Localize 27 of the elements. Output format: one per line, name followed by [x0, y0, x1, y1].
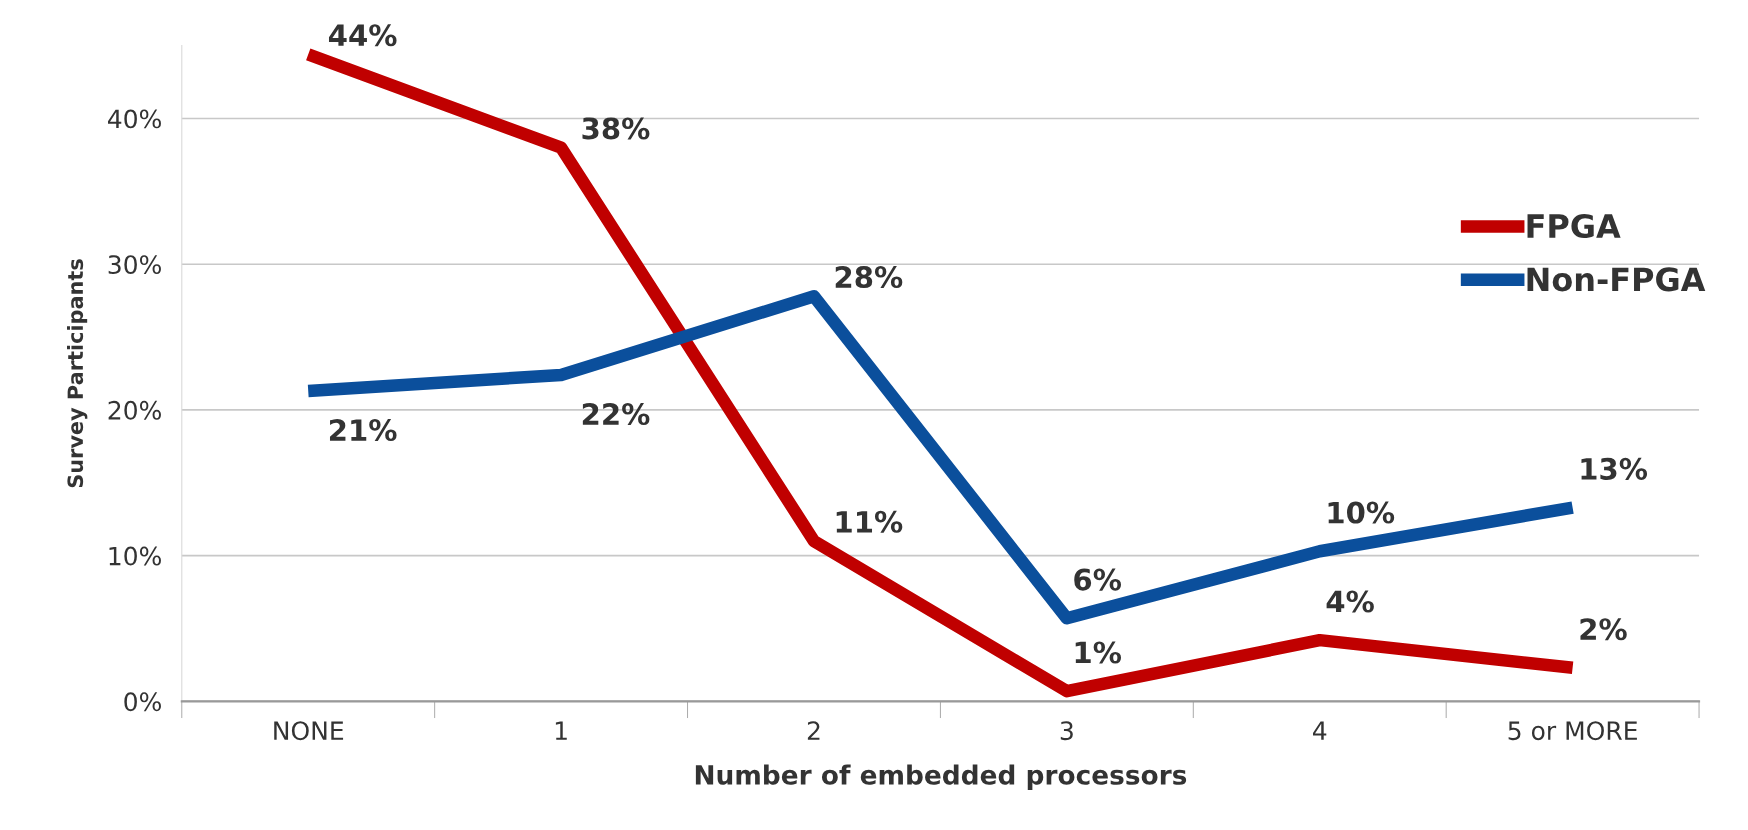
data-label: 4% — [1326, 590, 1374, 613]
y-tick-label: 10% — [109, 546, 161, 566]
data-label: 28% — [835, 266, 903, 289]
x-axis-title: Number of embedded processors — [695, 764, 1187, 790]
y-tick-label: 40% — [108, 109, 161, 129]
x-tick-label: 1 — [555, 721, 567, 740]
y-tick-label: 30% — [108, 255, 161, 275]
legend-label: FPGA — [1527, 213, 1621, 239]
data-label: 44% — [328, 24, 397, 47]
y-axis-title: Survey Participants — [67, 259, 88, 488]
data-label: 1% — [1075, 641, 1122, 664]
y-tick-label: 0% — [124, 692, 161, 712]
x-tick-label: 4 — [1313, 721, 1327, 740]
y-tick-label: 20% — [108, 400, 161, 420]
x-tick-label: 3 — [1060, 721, 1073, 741]
data-label: 21% — [329, 419, 397, 442]
legend-label: Non-FPGA — [1527, 267, 1706, 292]
x-tick-label: 5 or MORE — [1508, 721, 1637, 741]
data-label: 13% — [1581, 457, 1648, 480]
x-tick-label: 2 — [807, 721, 820, 740]
data-label: 6% — [1074, 568, 1122, 591]
data-label: 22% — [582, 403, 650, 426]
x-tick-label: NONE — [274, 721, 344, 741]
data-label: 11% — [836, 510, 903, 533]
data-label: 2% — [1580, 618, 1627, 641]
data-label: 10% — [1328, 501, 1395, 524]
data-label: 38% — [582, 117, 650, 140]
